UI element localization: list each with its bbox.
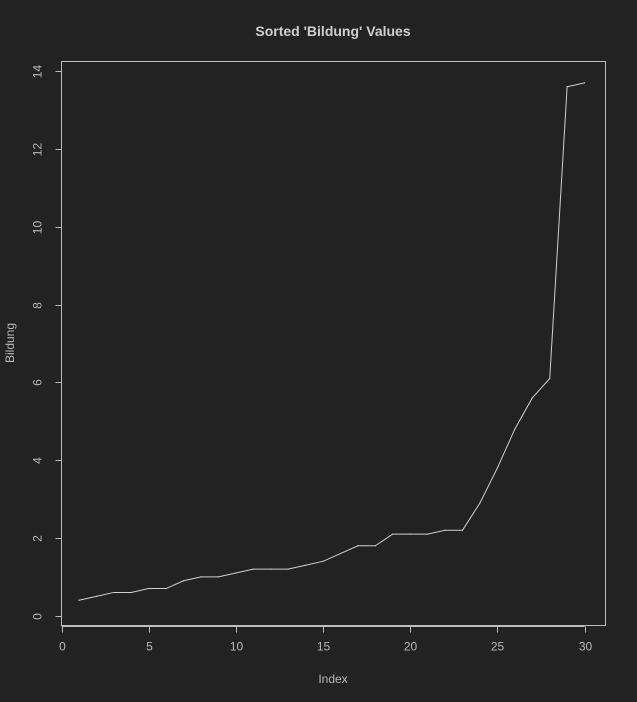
x-tick-label: 10 [230,640,244,654]
data-point [549,377,551,380]
data-point [113,591,115,594]
data-point [427,533,429,535]
data-point [583,82,586,84]
data-point [95,595,97,597]
data-point [479,502,481,504]
data-point [409,533,411,535]
plot-frame [61,61,606,626]
y-tick-label: 8 [31,302,45,309]
x-tick-label: 25 [491,640,505,654]
data-point [461,529,464,531]
data-point [287,568,289,570]
data-point [182,580,185,582]
x-tick-label: 30 [579,640,593,654]
data-point [374,545,376,547]
x-tick-label: 5 [146,640,153,654]
y-tick-label: 12 [31,143,45,157]
y-tick-label: 10 [31,221,45,235]
series-line [78,82,585,601]
data-point [165,587,167,590]
x-axis-label: Index [318,672,347,686]
data-point [200,576,202,578]
data-point [252,568,254,570]
x-axis: 0 5 10 15 20 25 30 [59,626,593,654]
y-tick-label: 2 [31,535,45,542]
data-point [496,467,498,469]
data-point [357,545,359,547]
series-layer [78,82,586,601]
y-axis: 0 2 4 6 8 10 12 14 [31,65,62,620]
chart-title: Sorted 'Bildung' Values [255,23,410,39]
data-point [148,587,150,590]
data-point [305,564,307,566]
data-point [217,576,220,578]
data-point [270,568,272,570]
data-point [78,599,80,601]
y-tick-label: 6 [31,379,45,386]
data-point [322,560,324,562]
y-tick-label: 0 [31,613,45,620]
data-point [130,591,132,594]
y-tick-label: 4 [31,457,45,464]
data-point [566,86,568,88]
x-tick-label: 0 [59,640,66,654]
data-point [339,552,342,555]
y-axis-label: Bildung [3,323,17,363]
data-point [531,397,533,399]
data-point [444,529,446,531]
x-tick-label: 20 [404,640,418,654]
data-point [235,572,237,574]
x-tick-label: 15 [317,640,331,654]
data-point [392,533,394,535]
data-point [514,428,516,430]
y-tick-label: 14 [31,65,45,79]
